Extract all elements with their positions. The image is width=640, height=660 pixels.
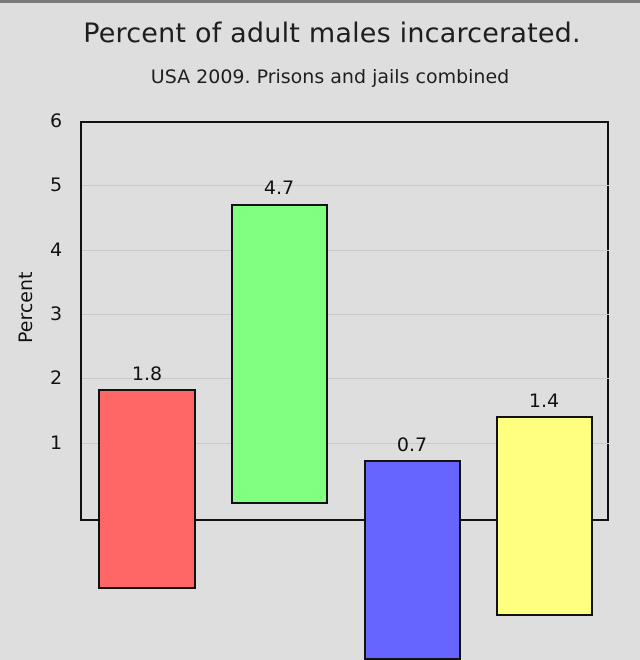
gridline-2 [82, 378, 609, 379]
y-tick-3: 3 [49, 303, 63, 325]
y-tick-4: 4 [49, 239, 63, 261]
y-tick-5: 5 [49, 174, 63, 196]
bar-4 [496, 416, 593, 616]
chart-title: Percent of adult males incarcerated. [83, 18, 581, 49]
bar-2-value: 4.7 [263, 177, 295, 199]
bar-4-value: 1.4 [528, 390, 560, 412]
y-tick-6: 6 [49, 110, 63, 132]
top-border-strip [0, 0, 640, 3]
gridline-1 [82, 443, 609, 444]
bar-3 [364, 460, 461, 660]
gridline-5 [82, 185, 609, 186]
y-tick-1: 1 [49, 432, 63, 454]
y-axis-label: Percent [15, 271, 37, 344]
bar-3-value: 0.7 [396, 434, 428, 456]
bar-1 [98, 389, 196, 589]
bar-2 [231, 204, 328, 504]
gridline-4 [82, 250, 609, 251]
gridline-3 [82, 314, 609, 315]
chart-subtitle: USA 2009. Prisons and jails combined [150, 66, 510, 88]
y-tick-2: 2 [49, 367, 63, 389]
bar-1-value: 1.8 [131, 363, 163, 385]
